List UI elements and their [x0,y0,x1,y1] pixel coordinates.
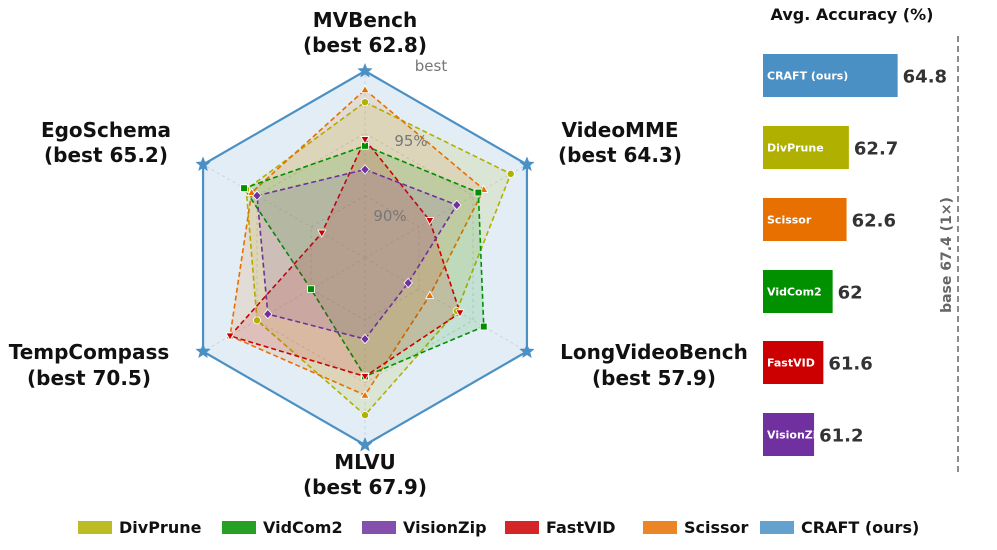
point-divprune-tempcompass [253,316,262,325]
point-fastvid-mlvu [360,373,370,382]
point-craft-ours-egoschema [195,156,211,172]
point-visionzip-egoschema [252,190,262,201]
point-fastvid-longvideobench [455,309,465,318]
bar-chart: Avg. Accuracy (%) CRAFT (ours) 64.8 DivPru… [763,5,959,472]
axis-label-egoschema: EgoSchema [41,118,171,142]
legend-swatch-craft-ours [760,521,794,534]
bar-divprune [763,126,849,169]
axis-label-tempcompass: TempCompass [9,340,170,364]
axis-label-longvideobench: LongVideoBench [560,340,748,364]
point-craft-ours-videomme [519,156,535,172]
axis-best-label-egoschema: (best 65.2) [44,143,168,167]
bar-value-divprune: 62.7 [854,139,898,160]
point-vidcom2-videomme [474,188,483,197]
bar-label-scissor: Scissor [767,214,812,227]
bar-visionzip [763,413,815,456]
legend-label-vidcom2: VidCom2 [263,518,343,537]
bar-label-visionzip: VisionZip [767,429,825,442]
legend-label-scissor: Scissor [684,518,749,537]
point-visionzip-longvideobench [403,277,413,289]
point-visionzip-tempcompass [263,308,273,320]
point-craft-ours-tempcompass [195,343,211,359]
grid-spoke [364,257,528,352]
point-fastvid-videomme [425,217,435,226]
legend-label-fastvid: FastVID [546,518,616,537]
point-craft-ours-longvideobench [519,343,535,359]
axis-label-mlvu: MLVU [334,450,396,474]
point-fastvid-egoschema [317,229,327,238]
grid-spoke [202,257,366,352]
bar-label-vidcom2: VidCom2 [767,286,822,299]
bar-label-fastvid: FastVID [767,357,815,370]
point-divprune-mlvu [360,411,369,420]
axis-label-mvbench: MVBench [313,8,418,32]
bar-fastvid [763,341,824,384]
bar-value-scissor: 62.6 [852,211,896,232]
ring-label: 90% [373,207,406,225]
grid-spoke [202,164,366,259]
point-scissor-mvbench [360,84,370,94]
point-divprune-videomme [506,169,515,178]
axis-best-label-mvbench: (best 62.8) [303,33,427,57]
legend-swatch-vidcom2 [222,521,256,534]
bar-value-fastvid: 61.6 [828,354,872,375]
legend-swatch-fastvid [505,521,539,534]
legend-label-craft-ours: CRAFT (ours) [801,518,919,537]
ring-label: 95% [394,132,427,150]
point-craft-ours-mlvu [357,436,373,452]
bar-vidcom2 [763,270,833,313]
point-vidcom2-egoschema [240,184,248,192]
axis-best-label-longvideobench: (best 57.9) [592,366,716,390]
legend-label-visionzip: VisionZip [403,518,487,537]
bar-label-craft-ours: CRAFT (ours) [767,70,848,83]
bar-value-vidcom2: 62 [838,283,863,304]
bar-craft-ours [763,54,898,97]
point-divprune-mvbench [360,98,369,107]
bar-scissor [763,198,847,241]
point-visionzip-mvbench [360,164,370,175]
axis-best-label-videomme: (best 64.3) [558,143,682,167]
grid-ring [256,132,474,384]
point-vidcom2-tempcompass [307,285,315,293]
legend: DivPrune VidCom2 VisionZip FastVID Scissor CR… [78,518,919,537]
point-visionzip-videomme [452,199,462,211]
legend-swatch-scissor [643,521,677,534]
point-vidcom2-longvideobench [479,322,488,331]
legend-swatch-visionzip [362,521,396,534]
point-fastvid-mvbench [360,136,370,145]
ring-label: best [415,57,448,75]
bar-value-visionzip: 61.2 [819,426,863,447]
point-scissor-egoschema [246,187,257,196]
legend-label-divprune: DivPrune [119,518,202,537]
point-visionzip-mlvu [360,333,370,345]
axis-best-label-mlvu: (best 67.9) [303,475,427,499]
bar-chart-title: Avg. Accuracy (%) [771,5,934,24]
axis-best-label-tempcompass: (best 70.5) [27,366,151,390]
bar-label-divprune: DivPrune [767,142,824,155]
bar-value-craft-ours: 64.8 [903,67,947,88]
reference-line-label: base 67.4 (1×) [939,197,955,313]
point-craft-ours-mvbench [357,62,373,78]
grid-spoke [364,164,528,259]
axis-label-videomme: VideoMME [561,118,678,142]
point-fastvid-tempcompass [225,332,235,341]
point-scissor-mlvu [360,390,370,399]
legend-swatch-divprune [78,521,112,534]
point-scissor-longvideobench [425,290,435,299]
